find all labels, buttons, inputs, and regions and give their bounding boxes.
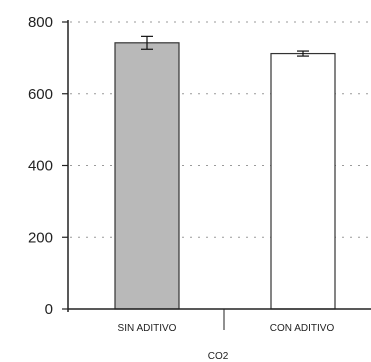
x-axis-title: CO2 [208,351,229,362]
category-labels: SIN ADITIVO CON ADITIVO CO2 [118,323,335,362]
category-label-sin-aditivo: SIN ADITIVO [118,323,177,334]
y-ticks: 0 200 400 600 800 [28,14,68,318]
y-tick-label-0: 0 [45,301,53,318]
y-tick-label-600: 600 [28,86,53,103]
y-tick-label-200: 200 [28,229,53,246]
y-tick-label-800: 800 [28,14,53,31]
bars [114,35,336,310]
bar-2 [270,52,336,310]
category-label-con-aditivo: CON ADITIVO [270,323,335,334]
y-tick-label-400: 400 [28,158,53,175]
bar-1 [114,42,180,310]
